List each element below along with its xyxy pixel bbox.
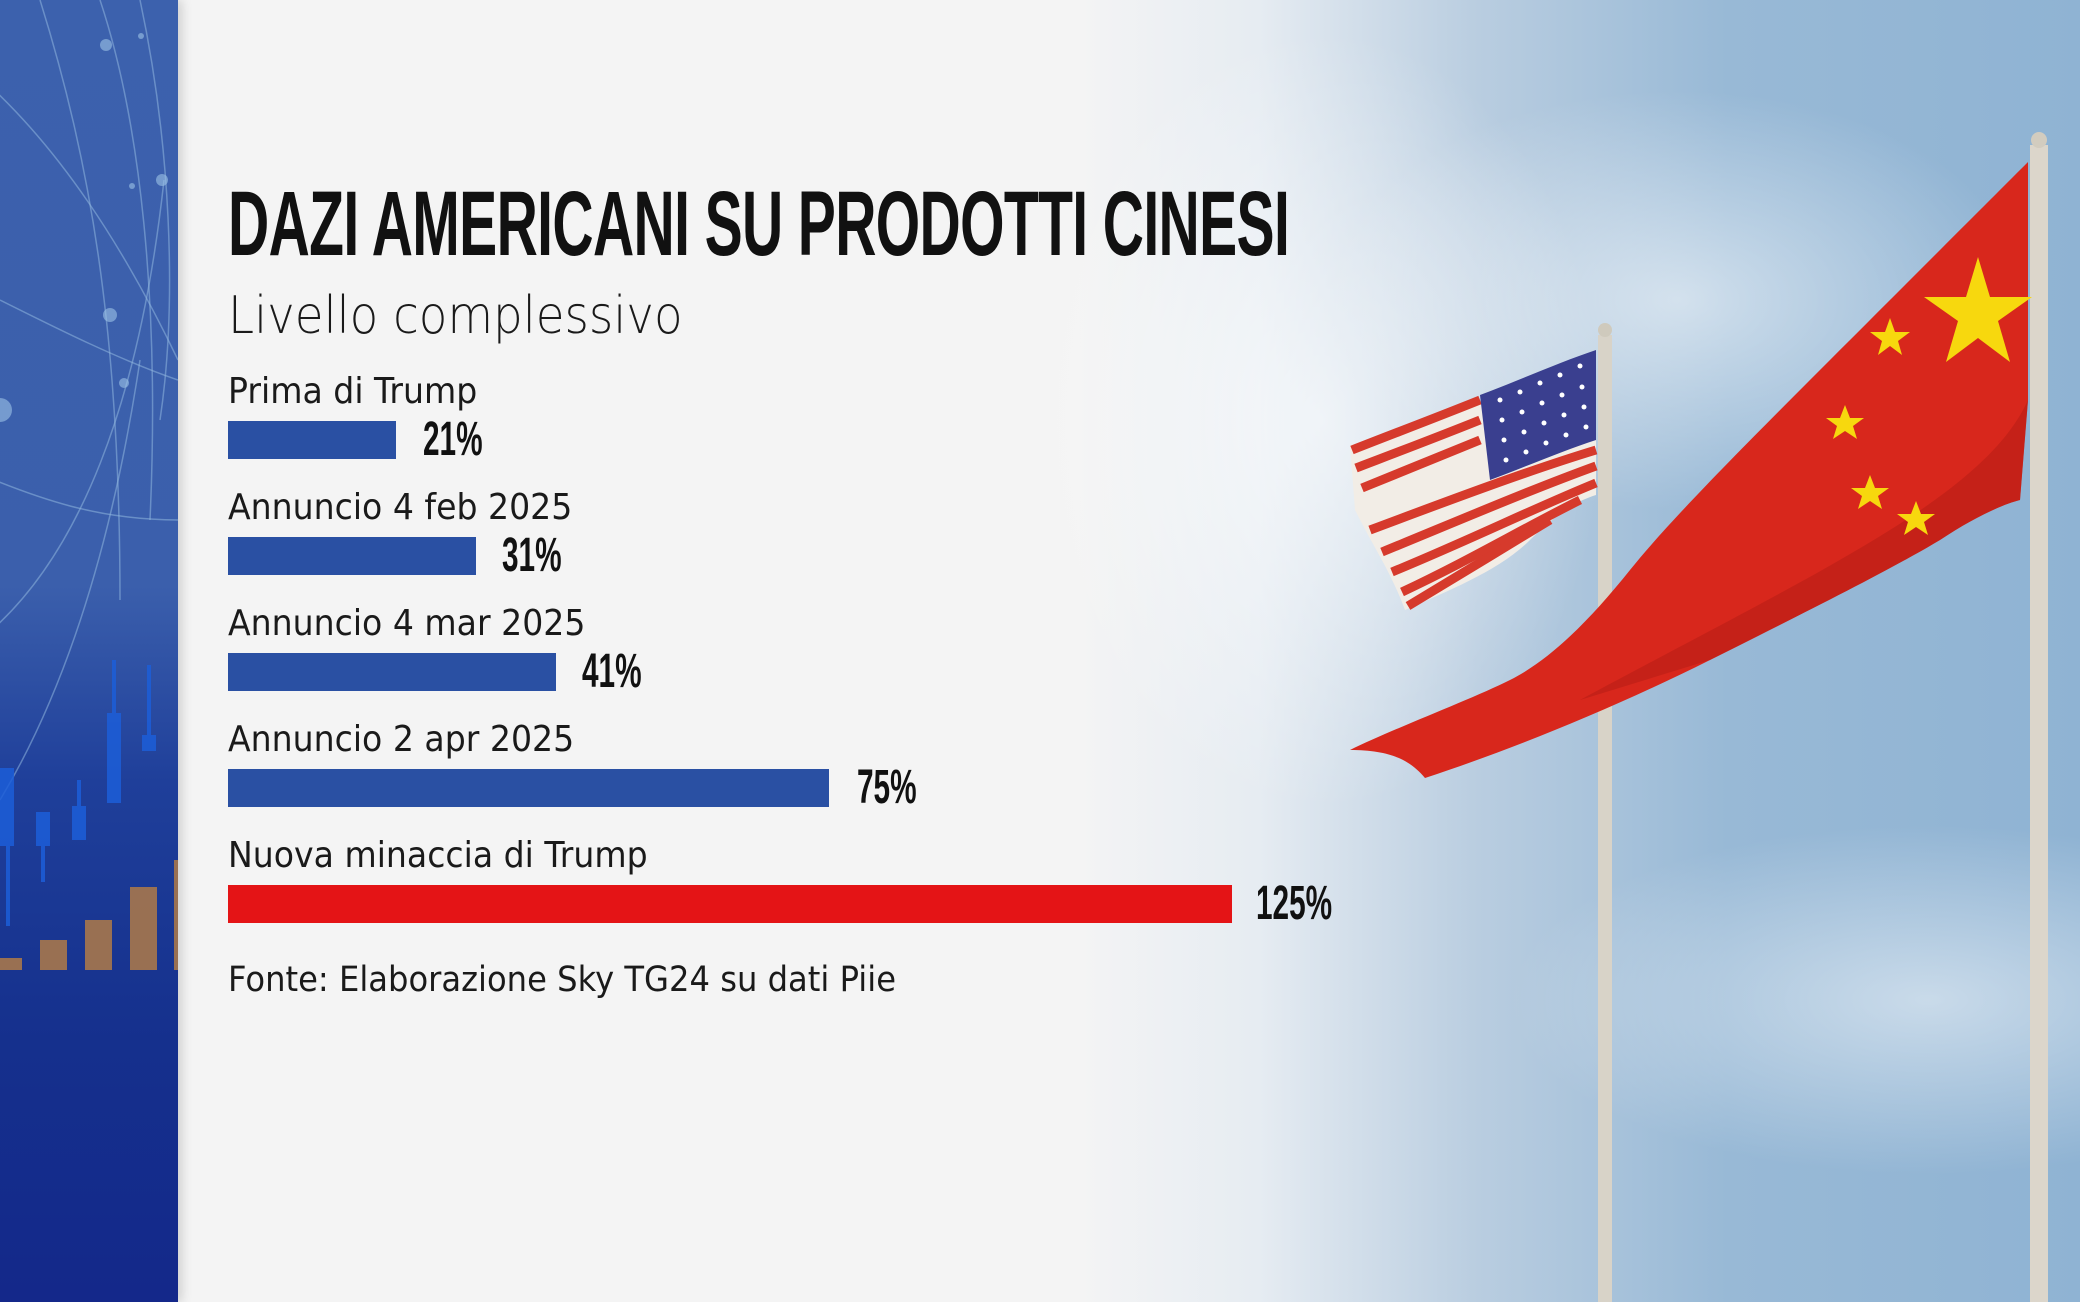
sky-haze [1000, 0, 2080, 1302]
chart-title: DAZI AMERICANI SU PRODOTTI CINESI [228, 173, 1290, 275]
bar-value: 125% [1256, 877, 1333, 930]
bar-chart-icon [0, 860, 178, 970]
network-graphic-icon [0, 0, 178, 970]
bar-row: Annuncio 4 feb 2025 31% [228, 488, 1428, 598]
bar-highlighted [228, 885, 1232, 923]
bar-value: 31% [502, 529, 562, 582]
china-flag-icon [1350, 162, 2032, 778]
bar-label: Annuncio 4 mar 2025 [228, 603, 586, 644]
bar [228, 653, 556, 691]
bar-value: 75% [857, 761, 917, 814]
bar-row: Prima di Trump 21% [228, 372, 1428, 482]
china-flagpole [2030, 145, 2048, 1302]
bar-row: Annuncio 4 mar 2025 41% [228, 604, 1428, 714]
bar [228, 421, 396, 459]
bar-label: Annuncio 4 feb 2025 [228, 487, 573, 528]
bar-label: Nuova minaccia di Trump [228, 835, 648, 876]
bar-label: Annuncio 2 apr 2025 [228, 719, 575, 760]
bar-row: Annuncio 2 apr 2025 75% [228, 720, 1428, 830]
bar [228, 537, 476, 575]
us-flag-icon [1350, 350, 1598, 610]
bar-value: 41% [582, 645, 642, 698]
source-note: Fonte: Elaborazione Sky TG24 su dati Pii… [228, 960, 897, 1000]
bar-row-highlighted: Nuova minaccia di Trump 125% [228, 836, 1428, 946]
us-flagpole [1598, 335, 1612, 1302]
decorative-side-panel [0, 0, 178, 1302]
bar-value: 21% [423, 413, 483, 466]
bar-label: Prima di Trump [228, 371, 478, 412]
candlestick-chart-icon [0, 660, 156, 926]
chart-subtitle: Livello complessivo [228, 286, 683, 346]
us-china-flags-image [1330, 100, 2080, 1302]
bar [228, 769, 829, 807]
